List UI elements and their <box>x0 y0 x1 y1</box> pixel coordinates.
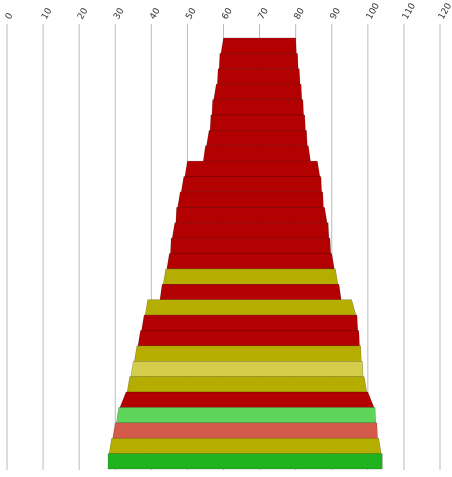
funnel-band-24 <box>119 391 375 408</box>
x-tick-label: 40 <box>148 6 163 21</box>
funnel-band-8 <box>203 145 311 162</box>
funnel-band-21 <box>134 345 362 362</box>
x-tick-label: 90 <box>329 6 344 21</box>
funnel-band-25 <box>116 407 377 424</box>
x-tick-label: 110 <box>401 1 418 21</box>
funnel-band-18 <box>144 299 357 316</box>
x-tick-label: 100 <box>365 1 382 21</box>
funnel-band-20 <box>137 330 360 347</box>
x-tick-label: 120 <box>437 1 452 21</box>
funnel-band-3 <box>217 68 301 85</box>
funnel-band-28 <box>107 453 383 470</box>
funnel-band-19 <box>141 314 358 331</box>
x-tick-label: 80 <box>293 6 308 21</box>
x-tick-label: 60 <box>220 6 235 21</box>
funnel-band-9 <box>184 160 321 177</box>
x-tick-label: 20 <box>76 6 91 21</box>
x-tick-label: 30 <box>112 6 127 21</box>
funnel-band-10 <box>180 176 322 193</box>
funnel-bands <box>107 37 383 470</box>
funnel-band-11 <box>177 191 324 208</box>
x-tick-label: 0 <box>4 11 16 21</box>
funnel-band-6 <box>209 114 306 131</box>
x-axis-tick-labels: 0 10 20 30 40 50 60 70 80 90 100 110 120 <box>4 1 452 21</box>
funnel-band-23 <box>126 376 368 393</box>
x-tick-label: 50 <box>184 6 199 21</box>
funnel-band-27 <box>108 437 382 454</box>
x-tick-label: 70 <box>257 6 272 21</box>
funnel-band-4 <box>213 83 303 100</box>
funnel-band-22 <box>130 361 364 377</box>
funnel-band-13 <box>171 222 330 239</box>
funnel-band-1 <box>220 37 297 54</box>
funnel-band-2 <box>218 53 299 70</box>
funnel-band-12 <box>175 207 328 223</box>
funnel-band-5 <box>211 99 304 116</box>
funnel-band-14 <box>170 237 331 254</box>
funnel-band-15 <box>166 253 335 270</box>
funnel-band-16 <box>162 268 339 285</box>
x-tick-label: 10 <box>40 6 55 21</box>
funnel-band-26 <box>112 422 378 439</box>
funnel-band-17 <box>159 284 342 300</box>
funnel-band-7 <box>206 130 308 146</box>
